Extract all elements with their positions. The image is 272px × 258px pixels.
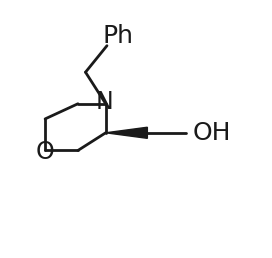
Polygon shape (106, 127, 147, 138)
Text: Ph: Ph (103, 23, 134, 47)
Text: N: N (95, 90, 113, 114)
Text: O: O (36, 140, 54, 164)
Text: OH: OH (193, 121, 231, 145)
